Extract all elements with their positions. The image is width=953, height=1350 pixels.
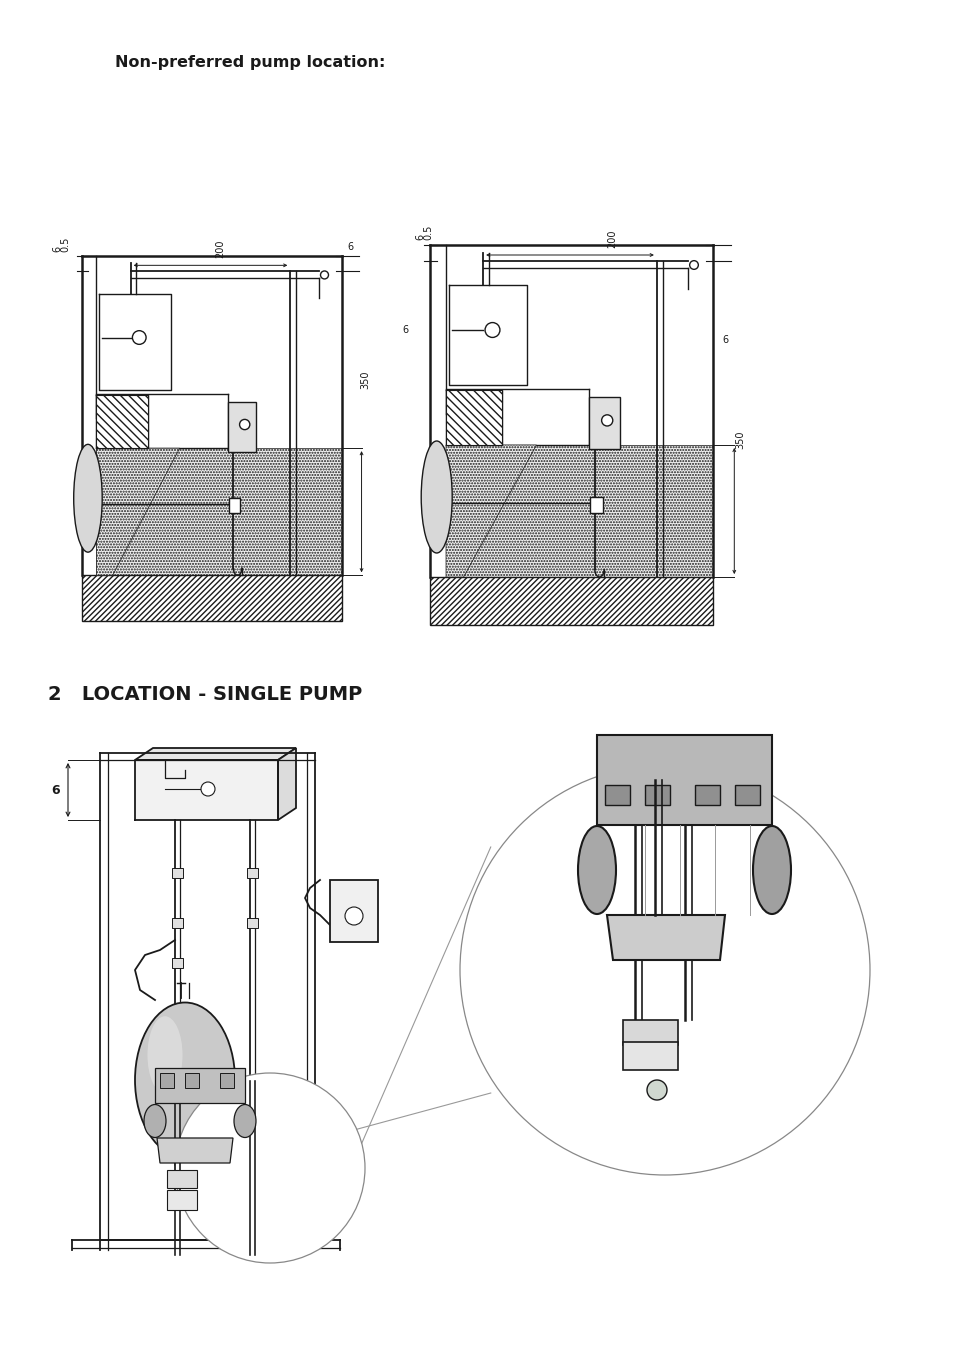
Text: 200: 200 xyxy=(214,239,225,258)
Ellipse shape xyxy=(135,1003,234,1157)
Ellipse shape xyxy=(752,826,790,914)
Circle shape xyxy=(174,1073,365,1264)
Bar xyxy=(588,397,618,450)
Text: 0.5: 0.5 xyxy=(422,224,433,240)
Text: 6: 6 xyxy=(721,335,727,346)
Circle shape xyxy=(201,782,214,796)
Text: 6: 6 xyxy=(52,246,62,252)
Bar xyxy=(330,880,377,942)
Bar xyxy=(622,1021,678,1045)
Text: 350: 350 xyxy=(734,431,744,450)
Bar xyxy=(622,1042,678,1071)
Bar xyxy=(247,868,257,878)
Bar xyxy=(734,784,760,805)
Bar xyxy=(247,918,257,927)
Text: 200: 200 xyxy=(606,230,617,248)
Polygon shape xyxy=(446,446,536,576)
Circle shape xyxy=(132,331,146,344)
Bar xyxy=(446,390,501,446)
Polygon shape xyxy=(157,1138,233,1162)
Text: 6: 6 xyxy=(347,242,353,252)
Text: 0.5: 0.5 xyxy=(60,236,70,252)
Polygon shape xyxy=(96,448,179,575)
Circle shape xyxy=(646,1080,666,1100)
Bar xyxy=(154,1068,245,1103)
Text: 350: 350 xyxy=(359,371,370,389)
Ellipse shape xyxy=(233,1104,255,1138)
Polygon shape xyxy=(135,748,295,760)
Bar xyxy=(82,575,341,621)
Ellipse shape xyxy=(73,444,102,552)
Bar xyxy=(604,784,629,805)
Bar xyxy=(644,784,669,805)
Circle shape xyxy=(459,765,869,1174)
Bar xyxy=(167,1189,196,1210)
Circle shape xyxy=(345,907,363,925)
Bar xyxy=(590,497,602,513)
Polygon shape xyxy=(606,915,724,960)
Bar xyxy=(167,1170,196,1188)
Circle shape xyxy=(601,414,612,427)
Bar xyxy=(172,918,183,927)
Circle shape xyxy=(484,323,499,338)
Ellipse shape xyxy=(578,826,616,914)
Bar xyxy=(220,1073,233,1088)
Ellipse shape xyxy=(148,1017,182,1094)
Bar xyxy=(96,396,148,448)
Polygon shape xyxy=(277,748,295,819)
Bar xyxy=(430,576,712,625)
Ellipse shape xyxy=(144,1104,166,1138)
Bar xyxy=(446,446,712,576)
Bar xyxy=(228,402,255,452)
Bar xyxy=(185,1073,199,1088)
Bar xyxy=(135,760,277,819)
Bar xyxy=(160,1073,173,1088)
Text: Non-preferred pump location:: Non-preferred pump location: xyxy=(115,55,385,70)
Bar xyxy=(172,958,183,968)
Text: 2   LOCATION - SINGLE PUMP: 2 LOCATION - SINGLE PUMP xyxy=(48,684,362,703)
Text: 6: 6 xyxy=(401,325,408,335)
Circle shape xyxy=(689,261,698,270)
Circle shape xyxy=(239,420,250,429)
Bar xyxy=(96,448,341,575)
Bar xyxy=(172,868,183,878)
Bar xyxy=(597,734,771,825)
Circle shape xyxy=(320,271,328,279)
Text: 6: 6 xyxy=(415,234,424,240)
Text: 6: 6 xyxy=(51,783,60,796)
Bar xyxy=(229,498,240,513)
Ellipse shape xyxy=(421,441,452,554)
Bar xyxy=(695,784,720,805)
